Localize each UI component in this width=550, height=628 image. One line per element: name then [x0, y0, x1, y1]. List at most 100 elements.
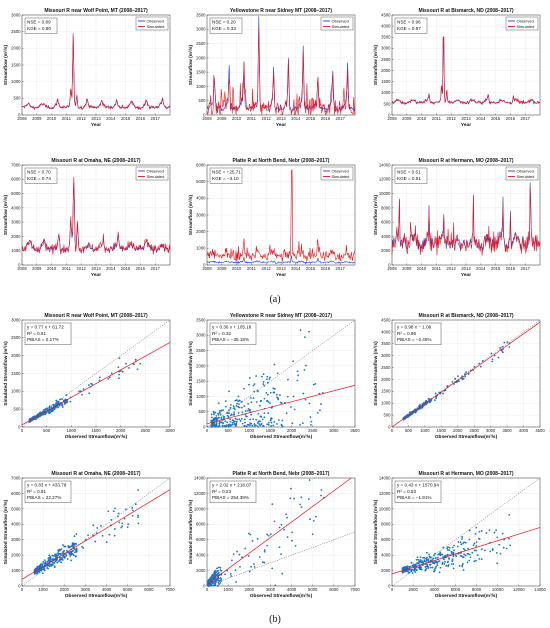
x-tick-label: 2008: [17, 266, 27, 271]
scatter-point: [230, 414, 232, 417]
scatter-point: [75, 555, 77, 558]
y-tick-label: 500: [14, 96, 22, 101]
scatter-point: [435, 565, 438, 568]
x-tick-label: 0: [21, 428, 24, 433]
x-tick-label: 500: [225, 428, 233, 433]
scatter-point: [411, 564, 414, 567]
x-tick-label: 2017: [521, 266, 531, 271]
scatter-point: [48, 406, 51, 409]
stats-box: [209, 322, 257, 345]
scatter-point: [212, 423, 215, 426]
scatter-point: [291, 531, 294, 534]
x-tick-label: 2016: [506, 266, 516, 271]
stats-box: [394, 17, 428, 34]
scatter-point: [29, 417, 31, 420]
stats-line: y = 2.02 x + 218.07: [212, 483, 252, 488]
x-tick-label: 2012: [447, 116, 457, 121]
scatter-point: [249, 422, 252, 424]
y-tick-label: 3000: [11, 317, 21, 322]
scatter-point: [405, 570, 407, 572]
scatter-point: [468, 538, 471, 541]
scatter-point: [108, 376, 111, 379]
x-tick-label: 2008: [387, 266, 397, 271]
scatter-point: [438, 571, 441, 574]
x-tick-label: 2000: [408, 587, 418, 592]
scatter-point: [134, 358, 137, 361]
scatter-point: [120, 526, 123, 529]
scatter-point: [87, 534, 89, 537]
y-tick-label: 0: [203, 112, 206, 117]
scatter-point: [462, 542, 465, 545]
scatter-point: [46, 410, 49, 413]
scatter-point: [427, 567, 430, 569]
scatter-point: [320, 403, 322, 405]
scatter-point: [257, 421, 260, 423]
plot-frame: [21, 477, 171, 587]
scatter-point: [451, 552, 453, 555]
scatter-point: [269, 391, 272, 394]
x-tick-label: 14000: [534, 587, 546, 592]
scatter-point: [451, 560, 454, 563]
scatter-point: [450, 551, 453, 553]
scatter-point: [73, 544, 76, 547]
scatter-point: [250, 413, 252, 416]
scatter-point: [215, 416, 218, 419]
scatter-point: [261, 418, 264, 421]
x-tick-label: 2010: [47, 116, 57, 121]
scatter-point: [69, 552, 72, 555]
scatter-point: [56, 554, 59, 557]
scatter-point: [59, 558, 61, 561]
scatter-point: [226, 414, 229, 417]
simulated-series-line: [391, 186, 541, 256]
scatter-point: [216, 417, 219, 420]
stats-line: NSE = 0.20: [212, 20, 236, 25]
x-tick-label: 3500: [502, 428, 512, 433]
scatter-point: [268, 378, 271, 380]
scatter-point: [271, 503, 274, 506]
scatter-point: [454, 378, 457, 380]
scatter-point: [224, 420, 227, 423]
scatter-point: [263, 549, 266, 551]
scatter-point: [478, 362, 481, 365]
scatter-point: [466, 561, 469, 564]
y-tick-label: 0: [18, 583, 21, 588]
x-tick-label: 2015: [491, 116, 501, 121]
scatter-point: [461, 565, 464, 568]
x-tick-label: 2000: [116, 428, 126, 433]
y-tick-label: 0: [18, 424, 21, 429]
scatter-point: [81, 393, 83, 396]
scatter-point: [478, 537, 480, 540]
x-tick-label: 2011: [247, 116, 257, 121]
plot-frame: [206, 14, 356, 116]
legend-observed-label: Observed: [332, 18, 349, 23]
x-tick-label: 2013: [276, 266, 286, 271]
scatter-point: [247, 409, 249, 412]
scatter-point: [452, 567, 455, 570]
scatter-point: [237, 403, 240, 405]
x-tick-label: 2000: [60, 587, 70, 592]
scatter-point: [218, 425, 221, 427]
scatter-point: [277, 398, 280, 401]
scatter-point: [215, 422, 218, 425]
scatter-point: [212, 584, 215, 587]
x-tick-label: 2012: [77, 266, 87, 271]
scatter-point: [238, 406, 241, 409]
scatter-point: [468, 529, 471, 532]
x-tick-label: 2016: [321, 116, 331, 121]
scatter-point: [226, 421, 228, 424]
legend-observed-label: Observed: [332, 168, 349, 173]
scatter-point: [273, 421, 276, 423]
scatter-point: [218, 409, 221, 412]
scatter-point: [312, 383, 315, 386]
scatter-point: [218, 577, 220, 580]
scatter-point: [441, 563, 444, 565]
scatter-point: [52, 563, 54, 566]
scatter-point: [59, 557, 62, 559]
stats-line: KGE = 0.51: [397, 176, 421, 181]
scatter-point: [54, 560, 57, 563]
scatter-point: [439, 566, 442, 569]
stats-line: NSE = −25.71: [212, 170, 241, 175]
x-tick-label: 2017: [521, 116, 531, 121]
stats-line: NSE = 0.89: [27, 20, 51, 25]
scatter-point: [279, 394, 281, 396]
